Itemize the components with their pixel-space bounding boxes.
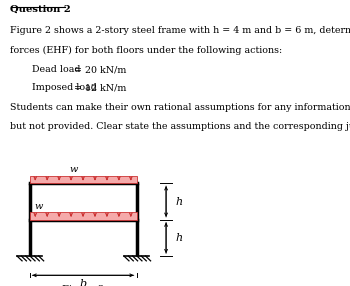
Text: Imposed load: Imposed load — [32, 83, 96, 92]
Text: forces (EHF) for both floors under the following actions:: forces (EHF) for both floors under the f… — [10, 46, 283, 55]
Bar — [29, 176, 136, 183]
Text: b: b — [79, 279, 86, 286]
Text: Figure 2: Figure 2 — [62, 285, 104, 286]
Text: = 12 kN/m: = 12 kN/m — [74, 83, 126, 92]
Text: = 20 kN/m: = 20 kN/m — [74, 65, 126, 74]
Text: h: h — [175, 196, 182, 206]
Text: Question 2: Question 2 — [10, 5, 71, 14]
Bar — [29, 212, 136, 220]
Text: w: w — [70, 165, 78, 174]
Text: but not provided. Clear state the assumptions and the corresponding justificatio: but not provided. Clear state the assump… — [10, 122, 350, 131]
Text: Dead load: Dead load — [32, 65, 80, 74]
Text: h: h — [175, 233, 182, 243]
Text: Students can make their own rational assumptions for any information which they : Students can make their own rational ass… — [10, 103, 350, 112]
Text: Figure 2 shows a 2-story steel frame with h = 4 m and b = 6 m, determine the equ: Figure 2 shows a 2-story steel frame wit… — [10, 26, 350, 35]
Text: w: w — [35, 202, 43, 211]
